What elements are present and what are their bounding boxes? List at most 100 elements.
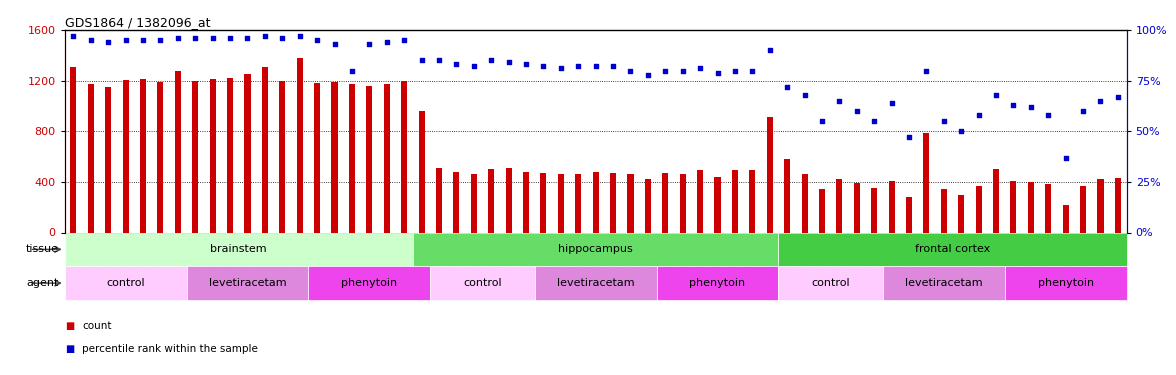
Point <box>273 35 292 41</box>
Bar <box>349 84 355 232</box>
Text: frontal cortex: frontal cortex <box>915 244 990 254</box>
Bar <box>836 179 842 232</box>
Point <box>900 134 918 140</box>
Point <box>882 100 901 106</box>
Bar <box>453 172 460 232</box>
Text: brainstem: brainstem <box>211 244 267 254</box>
Point <box>935 118 954 124</box>
Text: ■: ■ <box>65 321 74 331</box>
Bar <box>923 132 929 232</box>
Point <box>830 98 849 104</box>
Text: tissue: tissue <box>26 244 59 254</box>
Point <box>639 72 657 78</box>
Point <box>569 63 588 69</box>
Text: phenytoin: phenytoin <box>689 278 746 288</box>
Bar <box>749 171 755 232</box>
Bar <box>430 266 535 300</box>
Text: phenytoin: phenytoin <box>1037 278 1094 288</box>
Bar <box>784 159 790 232</box>
Point <box>325 41 343 47</box>
Bar <box>122 80 128 232</box>
Point <box>151 37 169 43</box>
Bar <box>279 81 286 232</box>
Point <box>255 33 274 39</box>
Bar <box>488 169 494 232</box>
Text: control: control <box>463 278 502 288</box>
Point <box>987 92 1005 98</box>
Point <box>99 39 118 45</box>
Text: GDS1864 / 1382096_at: GDS1864 / 1382096_at <box>65 16 211 29</box>
Point <box>168 35 187 41</box>
Bar <box>470 174 476 232</box>
Point <box>969 112 988 118</box>
Point <box>1022 104 1041 110</box>
Point <box>621 68 640 74</box>
Bar <box>976 186 982 232</box>
Bar <box>779 266 883 300</box>
Point <box>412 57 430 63</box>
Point <box>342 68 361 74</box>
Point <box>221 35 240 41</box>
Point <box>360 41 379 47</box>
Bar <box>779 232 1127 266</box>
Point <box>1056 154 1075 160</box>
Point <box>395 37 414 43</box>
Bar <box>662 173 668 232</box>
Point <box>64 33 82 39</box>
Bar <box>1115 178 1121 232</box>
Bar <box>1004 266 1127 300</box>
Bar <box>401 81 407 232</box>
Text: levetiracetam: levetiracetam <box>906 278 983 288</box>
Bar <box>906 197 913 232</box>
Point <box>1038 112 1057 118</box>
Bar <box>854 183 860 232</box>
Point <box>1091 98 1110 104</box>
Bar <box>209 80 215 232</box>
Point <box>482 57 501 63</box>
Bar <box>523 172 529 232</box>
Point <box>951 128 970 134</box>
Bar <box>697 171 703 232</box>
Bar <box>535 266 656 300</box>
Point <box>761 47 780 53</box>
Bar <box>818 189 826 232</box>
Text: control: control <box>811 278 850 288</box>
Bar <box>557 174 563 232</box>
Point <box>603 63 622 69</box>
Bar <box>1028 182 1034 232</box>
Bar <box>65 266 187 300</box>
Point <box>917 68 936 74</box>
Point <box>308 37 327 43</box>
Bar <box>383 84 389 232</box>
Point <box>743 68 762 74</box>
Bar <box>731 171 739 232</box>
Text: agent: agent <box>26 278 59 288</box>
Text: ■: ■ <box>65 344 74 354</box>
Bar <box>105 87 112 232</box>
Point <box>848 108 867 114</box>
Point <box>552 66 570 72</box>
Bar <box>644 179 652 232</box>
Point <box>1109 94 1128 100</box>
Bar <box>715 177 721 232</box>
Point <box>586 63 604 69</box>
Bar <box>192 81 199 232</box>
Point <box>1004 102 1023 108</box>
Point <box>134 37 153 43</box>
Bar <box>436 168 442 232</box>
Bar <box>1097 179 1103 232</box>
Text: hippocampus: hippocampus <box>559 244 633 254</box>
Bar <box>262 67 268 232</box>
Text: phenytoin: phenytoin <box>341 278 397 288</box>
Point <box>708 69 727 75</box>
Bar <box>1063 205 1069 232</box>
Point <box>465 63 483 69</box>
Bar <box>593 172 599 232</box>
Bar <box>941 189 947 232</box>
Bar <box>680 174 686 232</box>
Bar <box>71 67 76 232</box>
Point <box>656 68 675 74</box>
Point <box>238 35 256 41</box>
Point <box>499 59 517 65</box>
Point <box>447 62 466 68</box>
